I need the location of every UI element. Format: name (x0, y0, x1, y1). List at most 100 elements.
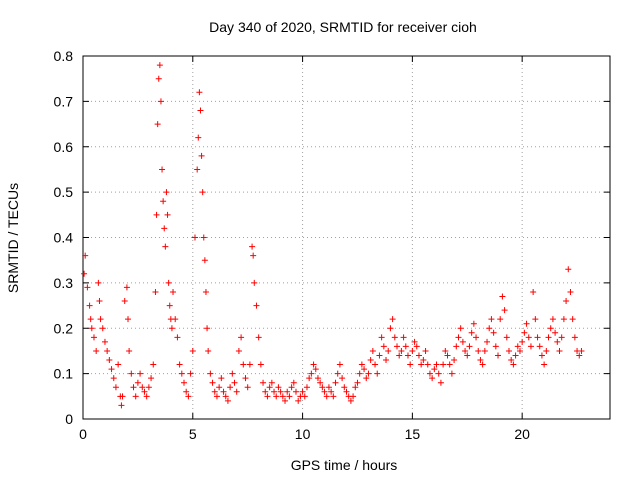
data-point (554, 338, 561, 345)
data-point (481, 347, 488, 354)
data-point (168, 325, 175, 332)
data-point (205, 347, 212, 354)
data-point (459, 338, 466, 345)
data-point (514, 343, 521, 350)
data-point (141, 388, 148, 395)
data-point (519, 338, 526, 345)
data-point (508, 357, 515, 364)
data-point (556, 347, 563, 354)
data-point (521, 329, 528, 336)
data-point (295, 397, 302, 404)
data-point (367, 357, 374, 364)
data-point (310, 361, 317, 368)
data-point (499, 293, 506, 300)
data-point (204, 325, 211, 332)
data-point (163, 189, 170, 196)
data-point (558, 334, 565, 341)
data-point (409, 347, 416, 354)
data-point (534, 334, 541, 341)
data-point (88, 325, 95, 332)
data-point (238, 334, 245, 341)
data-point (253, 302, 260, 309)
y-tick-label: 0.7 (54, 93, 74, 109)
data-point (479, 361, 486, 368)
data-point (433, 361, 440, 368)
data-point (571, 334, 578, 341)
data-point (424, 361, 431, 368)
data-point (273, 393, 280, 400)
data-point (503, 334, 510, 341)
data-point (565, 266, 572, 273)
data-point (99, 325, 106, 332)
data-point (197, 107, 204, 114)
data-point (160, 198, 167, 205)
data-point (356, 370, 363, 377)
data-point (418, 361, 425, 368)
y-axis-label: SRMTID / TECUs (5, 183, 21, 293)
data-point (347, 397, 354, 404)
x-tick-labels: 0 5 10 15 20 (79, 426, 530, 442)
data-point (216, 384, 223, 391)
data-point (174, 334, 181, 341)
data-point (486, 325, 493, 332)
y-tick-label: 0.6 (54, 139, 74, 155)
data-point (95, 279, 102, 286)
data-point (194, 166, 201, 173)
data-point (312, 366, 319, 373)
data-point (448, 370, 455, 377)
x-axis-label: GPS time / hours (291, 457, 398, 473)
data-point (148, 375, 155, 382)
data-point (431, 366, 438, 373)
data-point (170, 288, 177, 295)
data-point (191, 234, 198, 241)
data-point (284, 388, 291, 395)
data-point (115, 361, 122, 368)
data-point (437, 379, 444, 386)
data-point (576, 352, 583, 359)
data-point (549, 316, 556, 323)
data-point (104, 347, 111, 354)
data-point (181, 379, 188, 386)
data-point (523, 320, 530, 327)
data-point (84, 284, 91, 291)
data-point (325, 384, 332, 391)
data-point (255, 334, 262, 341)
data-point (365, 370, 372, 377)
data-point (139, 384, 146, 391)
data-point (292, 388, 299, 395)
data-point (242, 375, 249, 382)
grid-lines (83, 56, 610, 419)
data-point (328, 388, 335, 395)
data-point (457, 325, 464, 332)
data-point (249, 243, 256, 250)
data-point (266, 384, 273, 391)
data-point (352, 384, 359, 391)
data-point (422, 347, 429, 354)
data-point (444, 352, 451, 359)
data-point (387, 325, 394, 332)
data-point (108, 366, 115, 373)
data-point (374, 370, 381, 377)
x-tick-label: 0 (79, 426, 87, 442)
data-point (233, 388, 240, 395)
y-tick-label: 0.5 (54, 184, 74, 200)
data-point (290, 379, 297, 386)
data-point (420, 357, 427, 364)
data-point (569, 316, 576, 323)
data-point (183, 388, 190, 395)
data-point (119, 393, 126, 400)
data-point (334, 370, 341, 377)
data-point (132, 393, 139, 400)
data-point (159, 166, 166, 173)
data-point (86, 302, 93, 309)
data-point (411, 338, 418, 345)
plot-frame (82, 55, 611, 420)
data-point (319, 384, 326, 391)
data-point (196, 89, 203, 96)
data-point (394, 343, 401, 350)
x-tick-label: 20 (514, 426, 530, 442)
data-point (211, 388, 218, 395)
axis-ticks (82, 55, 610, 420)
data-point (224, 397, 231, 404)
data-point (81, 270, 88, 277)
